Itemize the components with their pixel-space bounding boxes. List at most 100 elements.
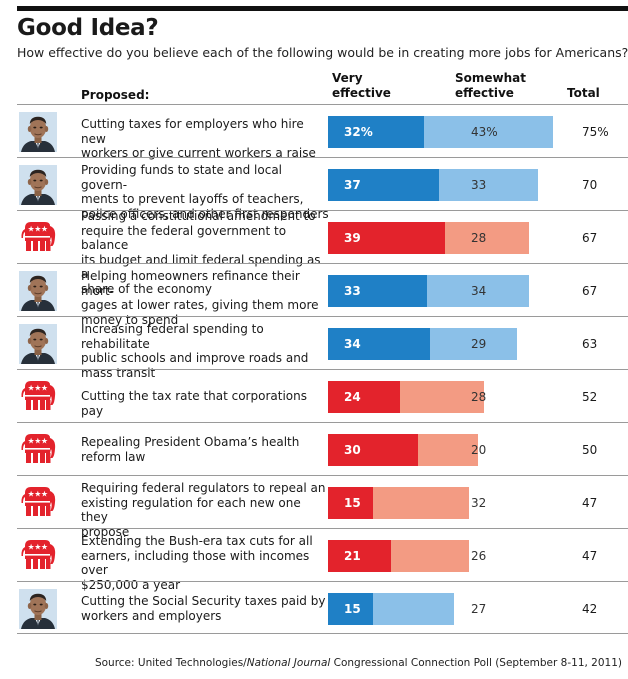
value-somewhat-effective: 29 [471, 336, 487, 351]
chart-row: ★ ★ ★ Repealing President Obama’s health ref… [17, 422, 628, 475]
bar-somewhat-effective [424, 115, 553, 148]
bar-very-effective: 15 [328, 592, 373, 625]
gop-elephant-icon: ★ ★ ★ [19, 483, 57, 523]
bar-somewhat-effective [430, 327, 517, 360]
stacked-bar: 24 28 [328, 380, 487, 413]
value-somewhat-effective: 27 [471, 601, 487, 616]
value-very-effective: 15 [344, 601, 361, 616]
svg-text:★: ★ [34, 542, 41, 551]
row-label: Increasing federal spending to rehabilit… [81, 322, 309, 380]
stacked-bar: 30 20 [328, 433, 486, 466]
header-somewhat-effective: Somewhat effective [455, 71, 526, 100]
value-somewhat-effective: 26 [471, 548, 487, 563]
chart-rows: Cutting taxes for employers who hire new… [17, 104, 628, 634]
stacked-bar: 37 33 [328, 168, 538, 201]
bar-very-effective: 32% [328, 115, 424, 148]
value-total: 42 [582, 602, 598, 616]
svg-text:★: ★ [28, 542, 35, 551]
svg-text:★: ★ [34, 224, 41, 233]
bar-very-effective: 30 [328, 433, 418, 466]
svg-text:★: ★ [41, 383, 48, 392]
stacked-bar: 39 28 [328, 221, 529, 254]
value-total: 75% [582, 125, 609, 139]
value-total: 67 [582, 284, 598, 298]
value-very-effective: 34 [344, 336, 361, 351]
chart-row: Cutting taxes for employers who hire new… [17, 104, 628, 160]
value-total: 67 [582, 231, 598, 245]
top-rule [17, 6, 628, 11]
value-total: 47 [582, 549, 598, 563]
obama-portrait-icon [19, 164, 57, 205]
value-somewhat-effective: 34 [471, 283, 487, 298]
svg-text:★: ★ [34, 489, 41, 498]
stacked-bar: 15 32 [328, 486, 486, 519]
header-very-effective: Very effective [332, 71, 391, 100]
value-somewhat-effective: 28 [471, 389, 487, 404]
stacked-bar: 15 27 [328, 592, 486, 625]
row-label: Cutting the Social Security taxes paid b… [81, 594, 326, 623]
value-total: 63 [582, 337, 598, 351]
bar-very-effective: 37 [328, 168, 439, 201]
value-somewhat-effective: 33 [471, 177, 487, 192]
chart-row: ★ ★ ★ Extending the Bush-era tax cuts for a… [17, 528, 628, 592]
value-somewhat-effective: 28 [471, 230, 487, 245]
svg-text:★: ★ [41, 436, 48, 445]
obama-portrait-icon [19, 588, 57, 629]
row-label: Helping homeowners refinance their mort-… [81, 269, 319, 327]
value-total: 70 [582, 178, 598, 192]
value-somewhat-effective: 43% [471, 124, 498, 139]
source-note: Source: United Technologies/National Jou… [94, 657, 622, 669]
value-very-effective: 15 [344, 495, 361, 510]
bar-very-effective: 21 [328, 539, 391, 572]
value-total: 50 [582, 443, 598, 457]
gop-elephant-icon: ★ ★ ★ [19, 218, 57, 258]
value-total: 47 [582, 496, 598, 510]
bar-somewhat-effective [373, 592, 454, 625]
svg-text:★: ★ [28, 383, 35, 392]
value-somewhat-effective: 20 [471, 442, 487, 457]
value-somewhat-effective: 32 [471, 495, 487, 510]
stacked-bar: 33 34 [328, 274, 529, 307]
chart-row: ★ ★ ★ Cutting the tax rate that corporation… [17, 369, 628, 422]
chart-row: Increasing federal spending to rehabilit… [17, 316, 628, 380]
gop-elephant-icon: ★ ★ ★ [19, 430, 57, 470]
row-label: Cutting the tax rate that corporations p… [81, 389, 307, 418]
svg-text:★: ★ [34, 436, 41, 445]
chart-row: Cutting the Social Security taxes paid b… [17, 581, 628, 634]
chart-row: Providing funds to state and local gover… [17, 157, 628, 221]
value-very-effective: 39 [344, 230, 361, 245]
bar-very-effective: 34 [328, 327, 430, 360]
header-proposed: Proposed: [81, 88, 150, 102]
stacked-bar: 32% 43% [328, 115, 553, 148]
value-very-effective: 30 [344, 442, 361, 457]
chart-row: ★ ★ ★ Requiring federal regulators to repea… [17, 475, 628, 539]
header-total: Total [567, 86, 600, 100]
obama-portrait-icon [19, 270, 57, 311]
row-label: Repealing President Obama’s health reform… [81, 435, 300, 464]
chart-row: Helping homeowners refinance their mort-… [17, 263, 628, 327]
bar-very-effective: 24 [328, 380, 400, 413]
svg-text:★: ★ [34, 383, 41, 392]
gop-elephant-icon: ★ ★ ★ [19, 377, 57, 417]
obama-portrait-icon [19, 111, 57, 152]
value-very-effective: 32% [344, 124, 373, 139]
svg-text:★: ★ [41, 224, 48, 233]
value-very-effective: 37 [344, 177, 361, 192]
value-total: 52 [582, 390, 598, 404]
chart-title: Good Idea? [17, 15, 159, 41]
bar-somewhat-effective [445, 221, 529, 254]
value-very-effective: 21 [344, 548, 361, 563]
svg-text:★: ★ [28, 224, 35, 233]
bar-somewhat-effective [418, 433, 478, 466]
bar-somewhat-effective [439, 168, 538, 201]
value-very-effective: 24 [344, 389, 361, 404]
value-very-effective: 33 [344, 283, 361, 298]
bar-somewhat-effective [427, 274, 529, 307]
svg-text:★: ★ [41, 542, 48, 551]
svg-text:★: ★ [41, 489, 48, 498]
stacked-bar: 34 29 [328, 327, 517, 360]
chart-row: ★ ★ ★ Passing a constitutional amendment to… [17, 209, 628, 296]
svg-text:★: ★ [28, 489, 35, 498]
row-label: Cutting taxes for employers who hire new… [81, 117, 316, 160]
stacked-bar: 21 26 [328, 539, 486, 572]
